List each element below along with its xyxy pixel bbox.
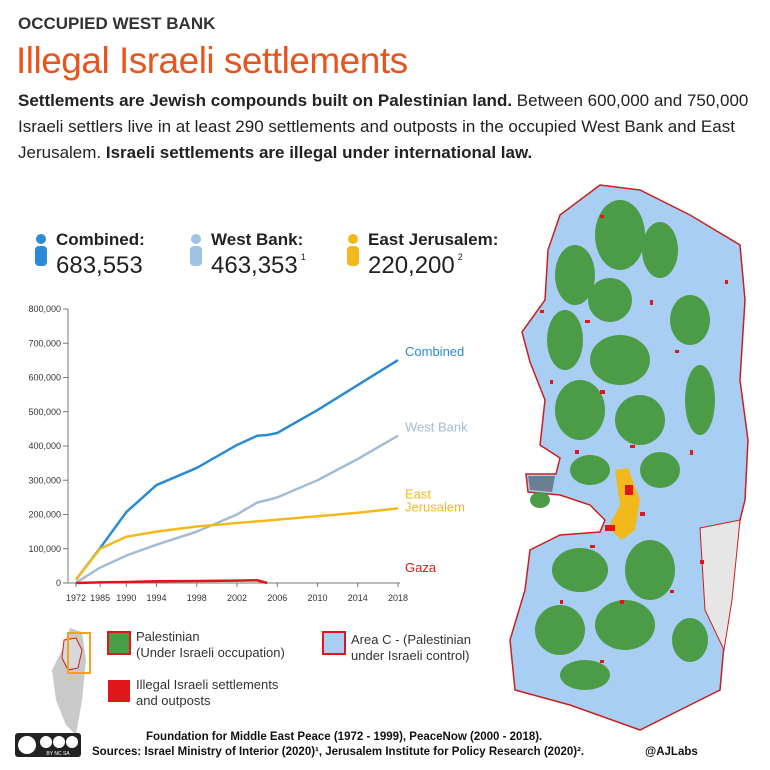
x-tick-label: 1985 xyxy=(90,593,110,603)
cc-badge: BY NC SA xyxy=(15,733,81,757)
x-tick-label: 1972 xyxy=(66,593,86,603)
y-tick-label: 700,000 xyxy=(28,338,61,348)
legend-text: Illegal Israeli settlements xyxy=(136,677,279,692)
icon-head xyxy=(191,234,201,244)
stat-label: West Bank: xyxy=(211,230,304,249)
icon-body xyxy=(190,246,202,266)
legend-text: Area C - (Palestinian xyxy=(351,632,471,647)
person-icon xyxy=(190,234,202,266)
x-tick-label: 2010 xyxy=(307,593,327,603)
legend-item: Palestinian (Under Israeli occupation) xyxy=(136,629,285,661)
x-tick-label: 2014 xyxy=(348,593,368,603)
stat-label: East Jerusalem: xyxy=(368,230,499,249)
x-tick-label: 1990 xyxy=(116,593,136,603)
y-tick-label: 300,000 xyxy=(28,475,61,485)
stat-value: 463,353 1 xyxy=(211,252,306,280)
intro-text: Between 600,000 and 750,000 Israeli sett… xyxy=(18,91,749,162)
legend-item: Illegal Israeli settlements and outposts xyxy=(136,677,278,709)
legend-text: and outposts xyxy=(136,693,211,708)
legend-text: (Under Israeli occupation) xyxy=(136,645,285,660)
y-tick-label: 800,000 xyxy=(28,304,61,314)
stat-value: 220,200 2 xyxy=(368,252,463,280)
legend-swatch xyxy=(107,631,131,655)
series-label: Gaza xyxy=(405,560,437,575)
intro-bold: Israeli settlements are illegal under in… xyxy=(105,143,533,162)
intro: Settlements are Jewish compounds built o… xyxy=(18,88,763,166)
y-tick-label: 200,000 xyxy=(28,510,61,520)
icon-body xyxy=(35,246,47,266)
x-tick-label: 1998 xyxy=(187,593,207,603)
kicker: OCCUPIED WEST BANK xyxy=(18,14,216,33)
license: BY NC SA xyxy=(46,751,70,757)
intro-bold: Settlements are Jewish compounds built o… xyxy=(18,91,513,110)
line xyxy=(75,358,399,581)
stat-value: 683,553 xyxy=(56,252,143,280)
title: Illegal Israeli settlements xyxy=(16,40,408,81)
y-tick-label: 600,000 xyxy=(28,373,61,383)
x-tick-label: 2018 xyxy=(388,593,408,603)
stat-number: 220,200 xyxy=(368,252,455,279)
y-tick-label: 100,000 xyxy=(28,544,61,554)
map xyxy=(509,184,749,731)
credit: @AJLabs xyxy=(645,746,698,758)
legend-swatch xyxy=(322,631,346,655)
series-label: West Bank xyxy=(405,420,468,435)
series-label: Combined xyxy=(405,344,464,359)
icon-head xyxy=(348,234,358,244)
legend-text: Palestinian xyxy=(136,629,200,644)
source: Sources: Israel Ministry of Interior (20… xyxy=(92,746,585,758)
footnote: 2 xyxy=(457,252,463,262)
person-icon xyxy=(35,234,47,266)
line xyxy=(75,507,399,581)
y-tick-label: 400,000 xyxy=(28,441,61,451)
stat-number: 463,353 xyxy=(211,252,298,279)
y-tick-label: 0 xyxy=(56,578,61,588)
icon-head xyxy=(36,234,46,244)
legend-swatch xyxy=(108,680,130,702)
line xyxy=(75,579,268,585)
series-label: East Jerusalem xyxy=(405,486,465,514)
line xyxy=(75,434,399,584)
x-tick-label: 1994 xyxy=(146,593,166,603)
footnote: 1 xyxy=(300,252,306,262)
icon-body xyxy=(347,246,359,266)
legend-item: Area C - (Palestinian under Israeli contr… xyxy=(351,632,471,664)
source: Foundation for Middle East Peace (1972 -… xyxy=(146,731,543,743)
stat-number: 683,553 xyxy=(56,252,143,279)
stat-label: Combined: xyxy=(56,230,145,249)
y-tick-label: 500,000 xyxy=(28,407,61,417)
x-tick-label: 2006 xyxy=(267,593,287,603)
locator-map xyxy=(52,628,91,735)
x-tick-label: 2002 xyxy=(227,593,247,603)
person-icon xyxy=(347,234,359,266)
legend-text: under Israeli control) xyxy=(351,648,470,663)
